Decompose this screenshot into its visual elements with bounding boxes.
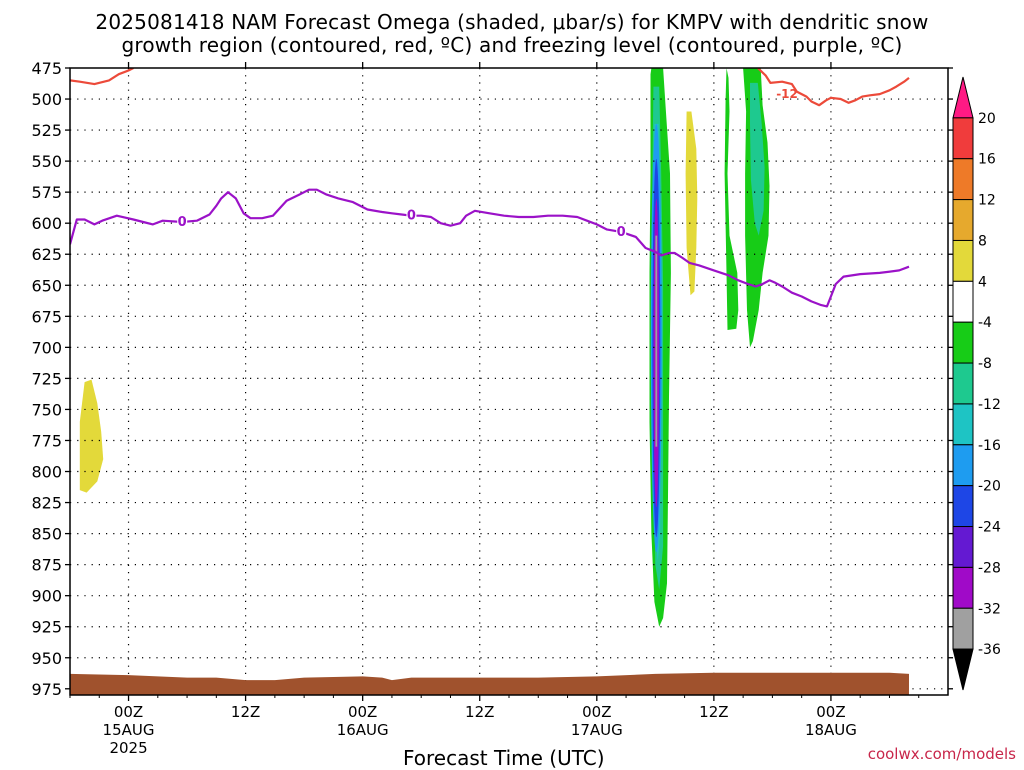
colorbar-label: -28: [978, 560, 1001, 576]
dgz-contour-segment-1: [757, 68, 910, 107]
chart-title-line-2: growth region (contoured, red, ºC) and f…: [121, 33, 903, 57]
x-axis-label: Forecast Time (UTC): [403, 746, 605, 770]
source-credit: coolwx.com/models: [867, 745, 1016, 763]
colorbar-cell: [952, 566, 974, 609]
y-tick-label: 475: [31, 59, 62, 78]
dgz-contour-segment-0: [70, 68, 134, 86]
plot-area: [70, 68, 948, 695]
freezing-level-contour: [70, 188, 910, 308]
colorbar-label: -12: [978, 397, 1001, 413]
omega-core-center: [655, 235, 658, 447]
colorbar-cell: [952, 239, 974, 282]
freezing-label-bg: [406, 207, 417, 222]
x-tick-date: 17AUG: [571, 721, 623, 739]
y-tick-label: 725: [31, 369, 62, 388]
y-tick-label: 625: [31, 245, 62, 264]
terrain-surface: [70, 672, 909, 695]
colorbar-cell: [952, 158, 974, 201]
colorbar-label: -16: [978, 438, 1001, 454]
colorbar-label: -20: [978, 479, 1001, 495]
colorbar-cell: [952, 321, 974, 364]
colorbar-cell: [952, 362, 974, 405]
colorbar-label: 20: [978, 111, 996, 127]
colorbar-cell: [952, 403, 974, 446]
terrain-fill: [70, 672, 909, 695]
omega-shading: [79, 68, 770, 627]
y-tick-label: 975: [31, 680, 62, 699]
colorbar-cap-bottom: [952, 648, 974, 691]
y-tick-label: 900: [31, 587, 62, 606]
colorbar-label: -8: [978, 356, 992, 372]
x-tick-year: 2025: [109, 739, 147, 757]
y-tick-label: 750: [31, 400, 62, 419]
freezing-label-bg: [616, 223, 627, 238]
contours: -12 0 0 0: [70, 68, 910, 308]
y-tick-label: 825: [31, 494, 62, 513]
colorbar-label: -32: [978, 601, 1001, 617]
omega-region-0: [79, 379, 104, 493]
x-tick-label: 00Z: [348, 703, 377, 721]
colorbar-label: 8: [978, 233, 987, 249]
colorbar-cap-top: [952, 76, 974, 119]
colorbar-label: 12: [978, 193, 996, 209]
freezing-label-bg: [177, 213, 188, 228]
y-tick-label: 850: [31, 525, 62, 544]
y-tick-label: 925: [31, 618, 62, 637]
colorbar: 20 16 12 8 4 -4 -8 -12 -16 -20 -24 -28 -32 -36: [952, 76, 1001, 691]
colorbar-label: 16: [978, 152, 996, 168]
colorbar-cell: [952, 526, 974, 568]
x-tick-date: 16AUG: [337, 721, 389, 739]
x-tick-label: 12Z: [699, 703, 728, 721]
y-tick-label: 700: [31, 338, 62, 357]
omega-region-1: [685, 111, 698, 296]
x-tick-date: 15AUG: [103, 721, 155, 739]
colorbar-cell: [952, 280, 974, 323]
y-tick-label: 950: [31, 649, 62, 668]
x-tick-label: 00Z: [816, 703, 845, 721]
freezing-level-label: 0: [407, 209, 416, 224]
y-tick-label: 600: [31, 214, 62, 233]
x-tick-date: 18AUG: [805, 721, 857, 739]
colorbar-cell: [952, 607, 974, 650]
y-tick-label: 675: [31, 307, 62, 326]
omega-region-7: [750, 82, 765, 236]
colorbar-cell: [952, 117, 974, 160]
x-tick-label: 12Z: [231, 703, 260, 721]
colorbar-cell: [952, 199, 974, 241]
axes: 475 500 525 550 575 600 625 650 675 700 725 750 775 8…: [31, 59, 953, 757]
chart-title-line-1: 2025081418 NAM Forecast Omega (shaded, μ…: [95, 10, 929, 34]
colorbar-label: -36: [978, 642, 1001, 658]
colorbar-cell: [952, 485, 974, 528]
colorbar-label: 4: [978, 274, 987, 290]
colorbar-cell: [952, 444, 974, 487]
y-tick-label: 550: [31, 152, 62, 171]
x-tick-label: 00Z: [114, 703, 143, 721]
y-tick-label: 575: [31, 183, 62, 202]
x-tick-label: 12Z: [465, 703, 494, 721]
colorbar-label: -4: [978, 315, 992, 331]
freezing-level-label: 0: [178, 215, 187, 230]
x-tick-label: 00Z: [582, 703, 611, 721]
colorbar-label: -24: [978, 520, 1001, 536]
y-tick-label: 875: [31, 556, 62, 575]
dgz-contour-label: -12: [776, 87, 798, 101]
y-tick-label: 775: [31, 431, 62, 450]
plot-background: [70, 68, 948, 695]
freezing-level-label: 0: [617, 225, 626, 240]
y-tick-label: 800: [31, 463, 62, 482]
y-tick-label: 525: [31, 121, 62, 140]
y-tick-label: 650: [31, 276, 62, 295]
omega-region-5: [724, 68, 739, 330]
y-tick-label: 500: [31, 90, 62, 109]
